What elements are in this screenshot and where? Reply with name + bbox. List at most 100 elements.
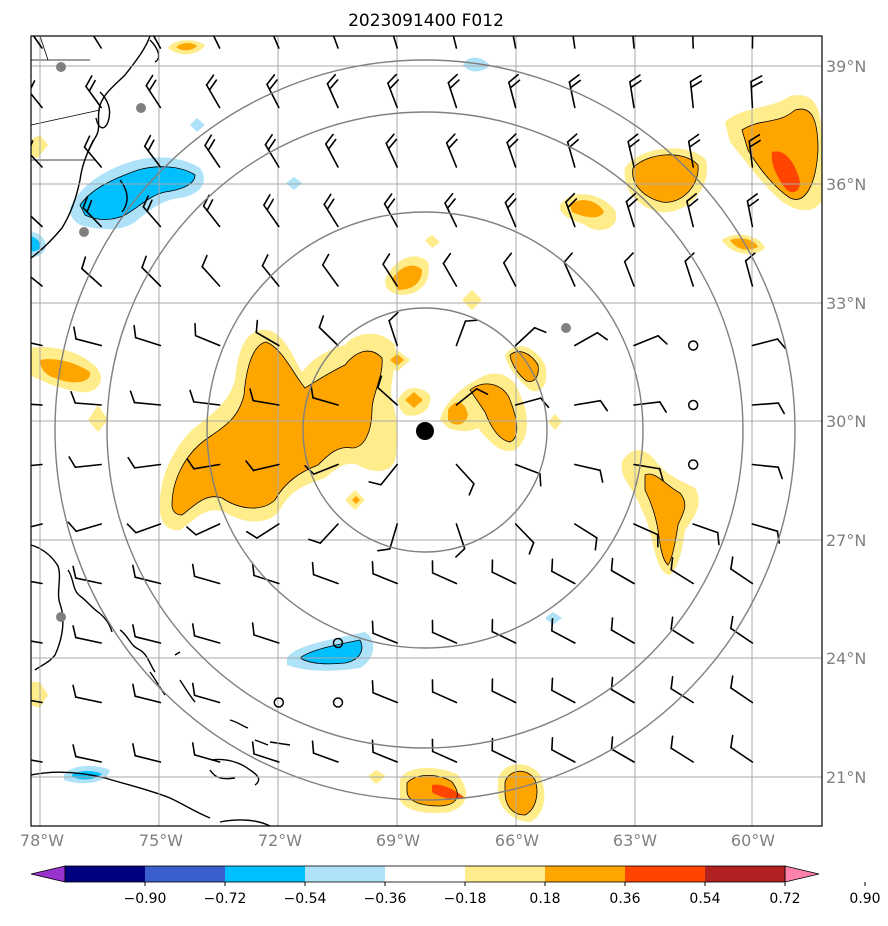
wind-barb-feather	[372, 681, 373, 693]
wind-barb-feather	[313, 741, 314, 753]
lat-label: 36°N	[826, 175, 866, 194]
colorbar-tick-label: 0.36	[609, 891, 640, 907]
lon-axis-labels: 78°W 75°W 72°W 69°W 66°W 63°W 60°W	[20, 831, 775, 850]
wind-barb-feather	[26, 77, 31, 88]
station-dot	[136, 103, 146, 113]
wind-barb-feather	[24, 137, 28, 148]
wind-barb-feather	[22, 258, 25, 270]
colorbar-tick-label: 0.18	[529, 891, 560, 907]
storm-center-marker	[416, 422, 434, 440]
colorbar-tick-label: 0.90	[849, 891, 880, 907]
wind-barb-feather	[692, 22, 703, 27]
map-area	[9, 15, 822, 826]
wind-barb-feather	[30, 21, 36, 31]
lon-label: 63°W	[613, 831, 657, 850]
wind-barb-feather	[753, 17, 764, 22]
colorbar-extend-low	[31, 866, 65, 882]
wind-barb-feather	[256, 321, 257, 333]
colorbar-segment	[145, 866, 226, 882]
wind-barb-feather	[611, 737, 612, 749]
lon-label: 72°W	[258, 831, 302, 850]
wind-barb-feather	[13, 746, 16, 758]
plot-title: 2023091400 F012	[348, 11, 504, 31]
wind-barb-feather	[313, 563, 314, 575]
lat-label: 21°N	[826, 768, 866, 787]
wind-barb-feather	[753, 23, 764, 28]
wind-barb-feather	[12, 392, 16, 403]
wind-barb-feather	[271, 20, 279, 29]
wind-barb-feather	[13, 686, 16, 698]
wind-barb-feather	[9, 521, 17, 530]
wind-barb-feather	[151, 21, 158, 31]
station-dot	[56, 612, 66, 622]
wind-barb-feather	[90, 21, 97, 31]
station-dot	[561, 323, 571, 333]
wind-barb-feather	[552, 678, 553, 690]
wind-barb-feather	[148, 16, 155, 26]
colorbar: −0.90 −0.72 −0.54 −0.36 −0.18 0.18 0.36 0.54 0.7…	[31, 866, 881, 907]
colorbar-tick-label: 0.54	[689, 891, 720, 907]
wind-barb-feather	[552, 619, 553, 631]
colorbar-segment	[305, 866, 386, 882]
wind-barb-feather	[269, 15, 277, 24]
wind-barb-feather	[632, 22, 642, 28]
wind-barb-feather	[632, 16, 642, 22]
lat-label: 39°N	[826, 57, 866, 76]
wind-barb-feather	[372, 740, 373, 752]
colorbar-segment	[65, 866, 146, 882]
colorbar-extend-high	[785, 866, 819, 882]
wind-barb-feather	[511, 15, 521, 22]
wind-barb-feather	[611, 559, 612, 571]
colorbar-tick-label: 0.72	[769, 891, 800, 907]
wind-barb-feather	[552, 738, 553, 750]
wind-barb-feather	[540, 474, 541, 486]
colorbar-segment	[465, 866, 546, 882]
colorbar-segment	[705, 866, 786, 882]
wind-barb-feather	[572, 21, 582, 28]
colorbar-tick-label: −0.72	[204, 891, 247, 907]
wind-barb-feather	[372, 562, 373, 574]
lat-label: 33°N	[826, 294, 866, 313]
wind-barb-feather	[10, 456, 16, 466]
lat-label: 30°N	[826, 412, 866, 431]
lon-label: 66°W	[495, 831, 539, 850]
wind-barb-feather	[465, 320, 477, 321]
wind-barb-staff	[692, 22, 693, 48]
wind-barb-feather	[372, 621, 373, 633]
wind-barb-feather	[87, 16, 94, 26]
colorbar-tick-label: −0.18	[444, 891, 487, 907]
lon-label: 60°W	[731, 831, 775, 850]
lon-label: 78°W	[20, 831, 64, 850]
wind-barb-feather	[23, 197, 27, 208]
wind-barb-feather	[13, 627, 16, 639]
wind-barb-feather	[692, 17, 703, 22]
wind-barb-feather	[208, 15, 216, 24]
wind-barb-feather	[611, 618, 612, 630]
colorbar-tick-label: −0.36	[364, 891, 407, 907]
wind-barb-feather	[14, 328, 17, 340]
colorbar-segment	[225, 866, 306, 882]
lat-axis-labels: 39°N 36°N 33°N 30°N 27°N 24°N 21°N	[826, 57, 866, 787]
wind-barb-feather	[512, 21, 522, 28]
lat-label: 27°N	[826, 531, 866, 550]
lat-label: 24°N	[826, 649, 866, 668]
wind-barb-feather	[552, 559, 553, 571]
wind-barb-feather	[13, 567, 16, 579]
wind-barb-feather	[27, 201, 31, 212]
colorbar-segment	[545, 866, 626, 882]
station-dot	[56, 62, 66, 72]
lon-label: 69°W	[376, 831, 420, 850]
lon-label: 75°W	[139, 831, 183, 850]
colorbar-segment	[385, 866, 466, 882]
station-dot	[79, 227, 89, 237]
wind-barb-feather	[195, 324, 196, 336]
wind-barb-feather	[329, 15, 337, 23]
wind-barb-feather	[211, 20, 219, 29]
wind-barb-feather	[27, 16, 33, 26]
colorbar-tick-label: −0.54	[284, 891, 327, 907]
colorbar-segment	[625, 866, 706, 882]
wind-barb-feather	[571, 16, 581, 23]
colorbar-tick-label: −0.90	[124, 891, 167, 907]
wind-barb-feather	[331, 20, 339, 28]
